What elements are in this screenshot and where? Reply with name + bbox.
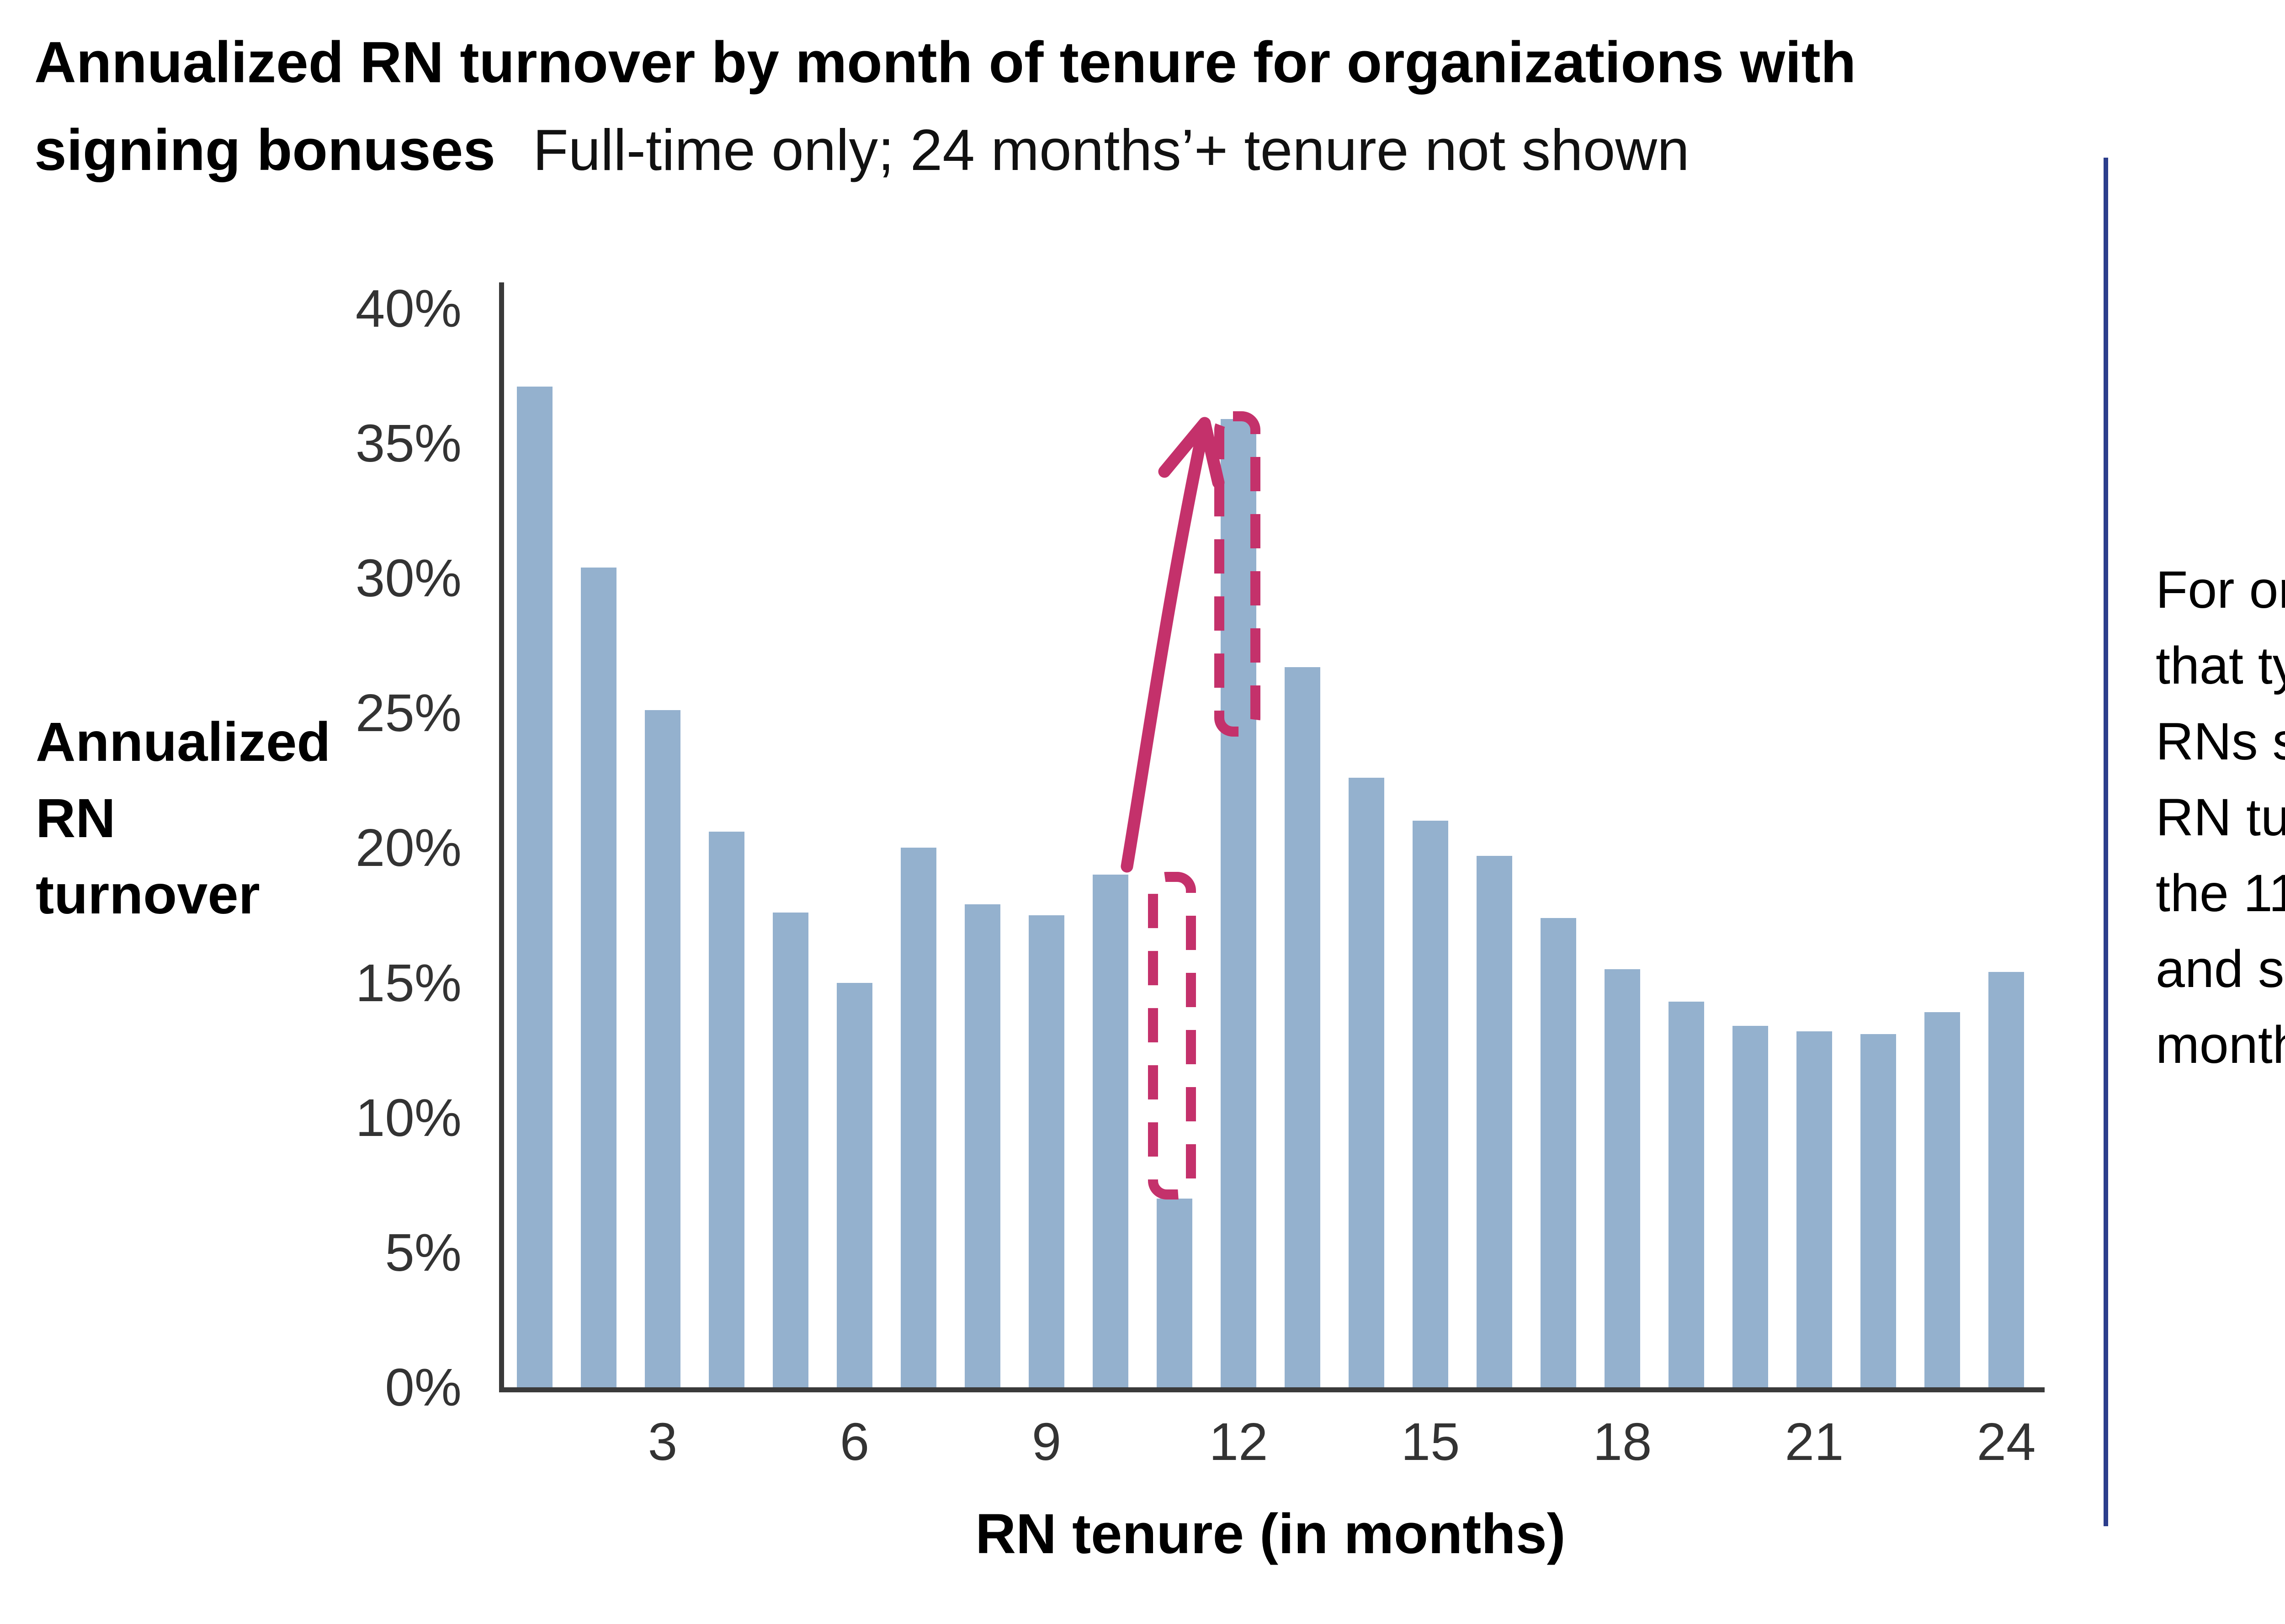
side-annotation-line: that typically give bbox=[2156, 637, 2285, 695]
x-tick-label-12: 12 bbox=[1209, 1412, 1268, 1471]
y-tick-label: 30% bbox=[355, 548, 462, 608]
bar-month-22 bbox=[1860, 1034, 1896, 1387]
side-annotation-line: RN turnover drops at bbox=[2156, 788, 2285, 847]
x-tick-label-6: 6 bbox=[840, 1412, 870, 1471]
bar-month-8 bbox=[965, 904, 1000, 1387]
y-tick-label: 0% bbox=[385, 1358, 462, 1417]
x-axis-line bbox=[499, 1387, 2045, 1392]
bar-month-19 bbox=[1669, 1001, 1704, 1387]
side-annotation-line: For organizations bbox=[2156, 561, 2285, 619]
bar-plot-area bbox=[503, 283, 2038, 1387]
chart-title-line1: Annualized RN turnover by month of tenur… bbox=[34, 30, 1856, 95]
y-axis-line bbox=[499, 282, 504, 1392]
side-annotation-line: and spikes at the 12- bbox=[2156, 940, 2285, 998]
y-axis-label-line: turnover bbox=[36, 863, 260, 925]
vertical-divider-line bbox=[2104, 158, 2108, 1526]
bar-month-18 bbox=[1605, 969, 1640, 1387]
bar-month-24 bbox=[1988, 971, 2024, 1387]
y-tick-label: 40% bbox=[355, 278, 462, 338]
chart-title-block: Annualized RN turnover by month of tenur… bbox=[34, 18, 1856, 194]
x-tick-label-24: 24 bbox=[1977, 1412, 2036, 1471]
y-axis-label-line: Annualized bbox=[36, 711, 331, 773]
bar-month-5 bbox=[773, 913, 808, 1387]
y-tick-label: 25% bbox=[355, 683, 462, 743]
bar-month-13 bbox=[1285, 667, 1320, 1387]
y-axis-ticks: 0% 5% 10% 15% 20% 25% 30% 35% 40% bbox=[256, 0, 462, 1624]
chart-title-line2: signing bonuses Full-time only; 24 months… bbox=[34, 106, 1856, 194]
x-tick-label-18: 18 bbox=[1593, 1412, 1652, 1471]
bar-month-15 bbox=[1413, 821, 1448, 1387]
bar-month-3 bbox=[645, 710, 680, 1387]
chart-subtitle: Full-time only; 24 months’+ tenure not s… bbox=[533, 117, 1690, 182]
bar-month-17 bbox=[1541, 918, 1576, 1387]
bar-month-1 bbox=[517, 387, 553, 1387]
bar-month-9 bbox=[1029, 915, 1064, 1387]
side-annotation-line: RNs signing bonuses, bbox=[2156, 712, 2285, 771]
y-axis-label-line: RN bbox=[36, 787, 116, 849]
bar-month-4 bbox=[709, 831, 744, 1387]
side-annotation: For organizations that typically give RN… bbox=[2156, 552, 2285, 1083]
bar-month-14 bbox=[1349, 777, 1384, 1387]
bar-month-16 bbox=[1477, 856, 1512, 1387]
x-tick-label-9: 9 bbox=[1031, 1412, 1062, 1471]
side-annotation-line: month mark. bbox=[2156, 1016, 2285, 1074]
bar-month-7 bbox=[901, 848, 936, 1387]
bar-month-23 bbox=[1924, 1012, 1960, 1387]
side-annotation-line: the 11-month mark bbox=[2156, 864, 2285, 923]
x-axis-title: RN tenure (in months) bbox=[975, 1503, 1566, 1566]
bar-month-6 bbox=[837, 982, 872, 1387]
x-tick-label-15: 15 bbox=[1401, 1412, 1460, 1471]
y-tick-label: 15% bbox=[355, 953, 462, 1013]
y-axis-label: Annualized RN turnover bbox=[36, 704, 330, 933]
x-tick-label-3: 3 bbox=[648, 1412, 678, 1471]
bar-month-21 bbox=[1796, 1031, 1832, 1387]
bar-month-12 bbox=[1221, 419, 1256, 1387]
y-tick-label: 5% bbox=[385, 1222, 462, 1282]
y-tick-label: 35% bbox=[355, 413, 462, 473]
bar-month-11 bbox=[1157, 1198, 1192, 1387]
chart-title-line2-bold: signing bonuses bbox=[34, 117, 495, 182]
bar-month-10 bbox=[1093, 875, 1128, 1387]
x-tick-label-21: 21 bbox=[1785, 1412, 1844, 1471]
y-tick-label: 20% bbox=[355, 818, 462, 878]
y-tick-label: 10% bbox=[355, 1088, 462, 1147]
bar-month-2 bbox=[581, 567, 616, 1387]
bar-month-20 bbox=[1732, 1026, 1768, 1387]
